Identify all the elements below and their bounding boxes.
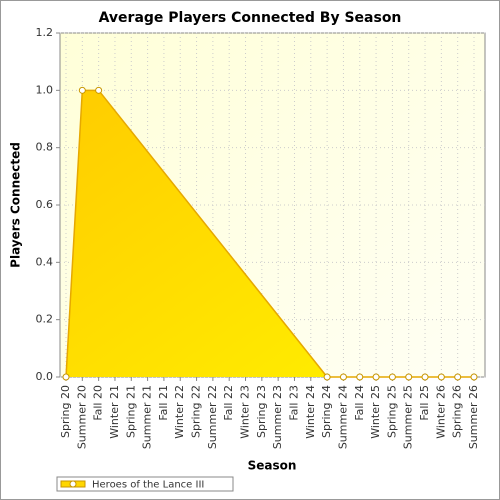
point bbox=[437, 373, 445, 381]
x-tick-label: Spring 21 bbox=[124, 385, 137, 438]
y-tick-label: 0.4 bbox=[36, 255, 54, 268]
y-tick-label: 0.6 bbox=[36, 198, 54, 211]
x-tick-label: Fall 23 bbox=[287, 385, 300, 421]
point bbox=[388, 373, 396, 381]
x-tick-label: Winter 23 bbox=[239, 385, 252, 439]
x-tick-label: Winter 26 bbox=[434, 385, 447, 439]
chart-title: Average Players Connected By Season bbox=[99, 10, 402, 26]
x-tick-label: Fall 25 bbox=[418, 385, 431, 421]
point bbox=[421, 373, 429, 381]
y-axis-label: Players Connected bbox=[9, 142, 23, 268]
point bbox=[323, 373, 331, 381]
point bbox=[454, 373, 462, 381]
point bbox=[95, 86, 103, 94]
x-tick-label: Winter 22 bbox=[173, 385, 186, 439]
y-tick-label: 0.8 bbox=[36, 141, 54, 154]
point bbox=[78, 86, 86, 94]
x-tick-label: Spring 24 bbox=[320, 385, 333, 438]
x-tick-label: Summer 24 bbox=[336, 385, 349, 449]
point bbox=[356, 373, 364, 381]
x-tick-label: Winter 24 bbox=[304, 385, 317, 439]
point bbox=[62, 373, 70, 381]
y-tick-label: 1.2 bbox=[36, 26, 54, 39]
y-tick-label: 0.0 bbox=[36, 370, 54, 383]
x-tick-label: Summer 25 bbox=[402, 385, 415, 449]
x-tick-label: Fall 21 bbox=[157, 385, 170, 421]
point bbox=[339, 373, 347, 381]
x-tick-label: Spring 20 bbox=[59, 385, 72, 438]
legend-marker bbox=[69, 480, 77, 488]
x-tick-label: Winter 21 bbox=[108, 385, 121, 439]
legend-box bbox=[56, 476, 234, 492]
x-tick-label: Summer 20 bbox=[75, 385, 88, 449]
point bbox=[372, 373, 380, 381]
x-tick-label: Spring 25 bbox=[385, 385, 398, 438]
x-tick-label: Fall 24 bbox=[353, 385, 366, 421]
x-tick-label: Summer 21 bbox=[141, 385, 154, 449]
x-tick-label: Fall 20 bbox=[92, 385, 105, 421]
point bbox=[470, 373, 478, 381]
x-axis-label: Season bbox=[248, 459, 297, 473]
x-tick-label: Spring 23 bbox=[255, 385, 268, 438]
x-tick-label: Summer 22 bbox=[206, 385, 219, 449]
legend-label: Heroes of the Lance III bbox=[92, 480, 204, 491]
x-tick-label: Winter 25 bbox=[369, 385, 382, 439]
point bbox=[405, 373, 413, 381]
x-tick-label: Spring 22 bbox=[190, 385, 203, 438]
x-tick-label: Spring 26 bbox=[451, 385, 464, 438]
y-tick-label: 0.2 bbox=[36, 313, 54, 326]
x-tick-label: Summer 23 bbox=[271, 385, 284, 449]
y-tick-label: 1.0 bbox=[36, 83, 54, 96]
area bbox=[66, 90, 474, 377]
x-tick-label: Fall 22 bbox=[222, 385, 235, 421]
x-tick-label: Summer 26 bbox=[467, 385, 480, 449]
